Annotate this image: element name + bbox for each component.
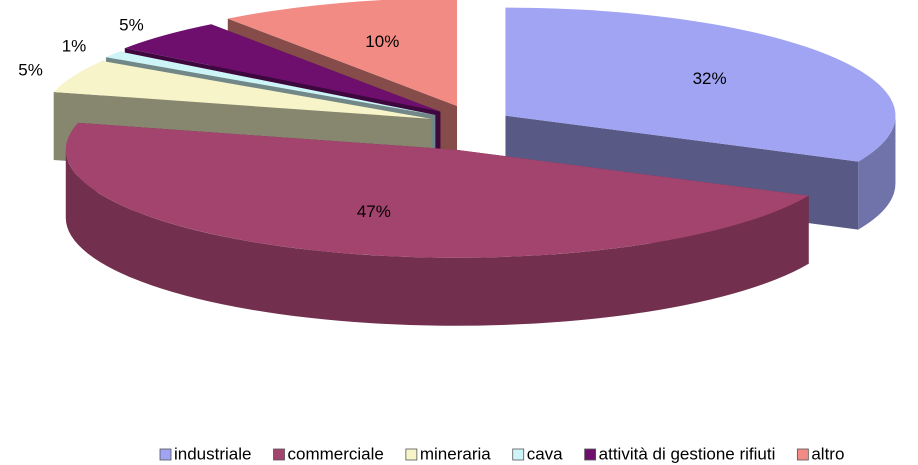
data-label: 10%	[365, 32, 399, 51]
slice	[65, 122, 809, 326]
legend-swatch	[584, 448, 597, 461]
legend-label: attività di gestione rifiuti	[599, 444, 776, 463]
data-label: 32%	[693, 69, 727, 88]
legend-swatch	[405, 448, 418, 461]
slice-top	[65, 122, 809, 258]
data-label: 47%	[357, 202, 391, 221]
legend-label: altro	[811, 444, 844, 463]
legend-swatch	[512, 448, 525, 461]
slice-wall	[858, 115, 896, 230]
slice-top	[53, 60, 432, 119]
legend-label: industriale	[174, 444, 252, 463]
data-label: 5%	[18, 60, 43, 79]
slice-top	[505, 7, 896, 162]
data-label: 1%	[62, 37, 87, 56]
slice-wall	[65, 149, 809, 326]
legend-label: mineraria	[420, 444, 491, 463]
legend-label: cava	[527, 444, 563, 463]
data-label: 5%	[119, 16, 144, 35]
slice-top	[124, 24, 441, 112]
legend-label: commerciale	[288, 444, 384, 463]
legend-swatch	[159, 448, 172, 461]
legend-swatch	[796, 448, 809, 461]
slice-top	[227, 0, 458, 107]
slice-top	[105, 51, 436, 116]
legend-swatch	[273, 448, 285, 461]
